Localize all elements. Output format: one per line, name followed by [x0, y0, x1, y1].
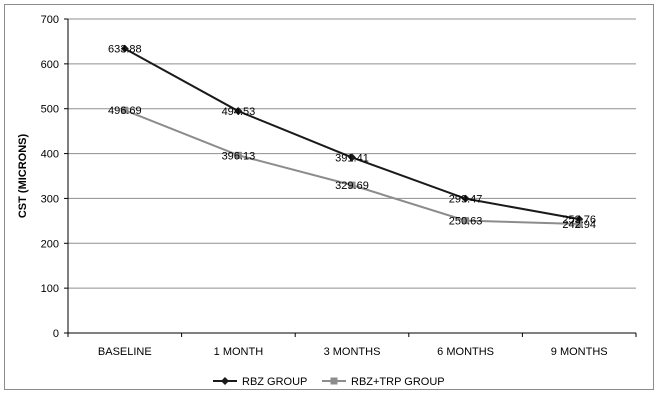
- y-tick-label: 400: [41, 149, 59, 161]
- data-label: 250.63: [449, 216, 483, 228]
- data-point: [348, 181, 356, 189]
- data-point: [120, 44, 129, 53]
- data-label: 494.53: [222, 106, 256, 118]
- data-point: [121, 106, 129, 114]
- legend-label: RBZ GROUP: [242, 376, 307, 388]
- data-label: 396.13: [222, 150, 256, 162]
- legend-entry: RBZ+TRP GROUP: [322, 376, 445, 388]
- data-point: [462, 217, 470, 225]
- data-point: [348, 153, 356, 162]
- y-tick-label: 700: [41, 14, 59, 26]
- x-tick-label: 9 MONTHS: [551, 346, 608, 358]
- x-tick-label: 1 MONTH: [214, 346, 264, 358]
- y-tick-label: 500: [41, 104, 59, 116]
- y-tick-label: 600: [41, 59, 59, 71]
- data-point: [575, 220, 583, 228]
- y-axis-title: CST (MICRONS): [17, 134, 29, 219]
- data-labels: 633.88 494.53 391.41 299.47 253.76 496.69 396.…: [108, 44, 596, 231]
- legend-marker: [221, 377, 229, 385]
- series: [120, 44, 584, 228]
- chart-frame: [4, 4, 654, 390]
- x-tick-label: 6 MONTHS: [437, 346, 494, 358]
- data-point: [234, 151, 242, 159]
- data-label: 242.94: [562, 219, 596, 231]
- legend-entry: RBZ GROUP: [213, 376, 307, 388]
- data-point: [461, 194, 470, 203]
- data-label: 299.47: [449, 194, 483, 206]
- y-tick-label: 100: [41, 283, 59, 295]
- y-tick-label: 0: [53, 328, 59, 340]
- legend-marker: [330, 377, 338, 385]
- data-point: [234, 107, 243, 116]
- x-tick-label: 3 MONTHS: [324, 346, 381, 358]
- series-line: [124, 47, 580, 221]
- axes: 0 100 200 300 400 500 600 700 BASELINE 1 MONTH 3 M…: [41, 14, 637, 358]
- legend-label: RBZ+TRP GROUP: [351, 376, 445, 388]
- y-tick-label: 300: [41, 193, 59, 205]
- data-label: 253.76: [562, 214, 596, 226]
- y-tick-label: 200: [41, 238, 59, 250]
- data-label: 633.88: [108, 44, 142, 56]
- data-label: 496.69: [108, 105, 142, 117]
- legend: RBZ GROUP RBZ+TRP GROUP: [213, 376, 445, 388]
- data-label: 391.41: [335, 152, 369, 164]
- data-label: 329.69: [335, 180, 369, 192]
- x-tick-label: BASELINE: [98, 346, 152, 358]
- gridlines: [68, 18, 636, 289]
